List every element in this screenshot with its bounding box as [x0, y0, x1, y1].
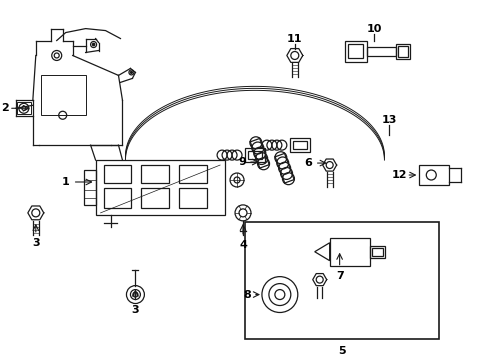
Text: 6: 6	[303, 158, 311, 168]
Bar	[419, 165, 448, 185]
Bar	[247, 151, 262, 159]
Text: 4: 4	[239, 240, 246, 250]
Text: 5: 5	[337, 346, 345, 356]
Bar	[179, 165, 207, 183]
Text: 7: 7	[335, 271, 343, 281]
Circle shape	[133, 292, 138, 297]
Text: 3: 3	[131, 306, 139, 315]
Text: 3: 3	[32, 238, 40, 248]
Bar	[347, 44, 362, 58]
Bar	[369, 246, 385, 258]
Bar	[103, 165, 131, 183]
Text: 12: 12	[391, 170, 407, 180]
Text: 1: 1	[61, 177, 69, 187]
Bar	[179, 188, 207, 208]
Bar	[95, 160, 224, 215]
Circle shape	[92, 43, 95, 46]
Bar	[41, 75, 85, 115]
Bar	[398, 45, 407, 58]
Text: 8: 8	[243, 289, 250, 300]
Bar	[17, 102, 31, 114]
Text: 10: 10	[366, 24, 382, 33]
Bar	[141, 165, 169, 183]
Bar	[289, 138, 309, 152]
Bar	[366, 46, 396, 57]
Bar	[244, 148, 264, 162]
Text: 11: 11	[286, 33, 302, 44]
Bar	[329, 238, 369, 266]
Bar	[396, 44, 409, 59]
Bar	[371, 248, 383, 256]
Text: 9: 9	[238, 157, 245, 167]
Text: 13: 13	[381, 115, 396, 125]
Text: 2: 2	[1, 103, 9, 113]
Bar	[103, 188, 131, 208]
Bar	[244, 222, 438, 339]
Bar	[292, 141, 306, 149]
Bar	[344, 41, 366, 62]
Circle shape	[130, 71, 132, 73]
Bar	[141, 188, 169, 208]
Bar	[83, 170, 95, 205]
